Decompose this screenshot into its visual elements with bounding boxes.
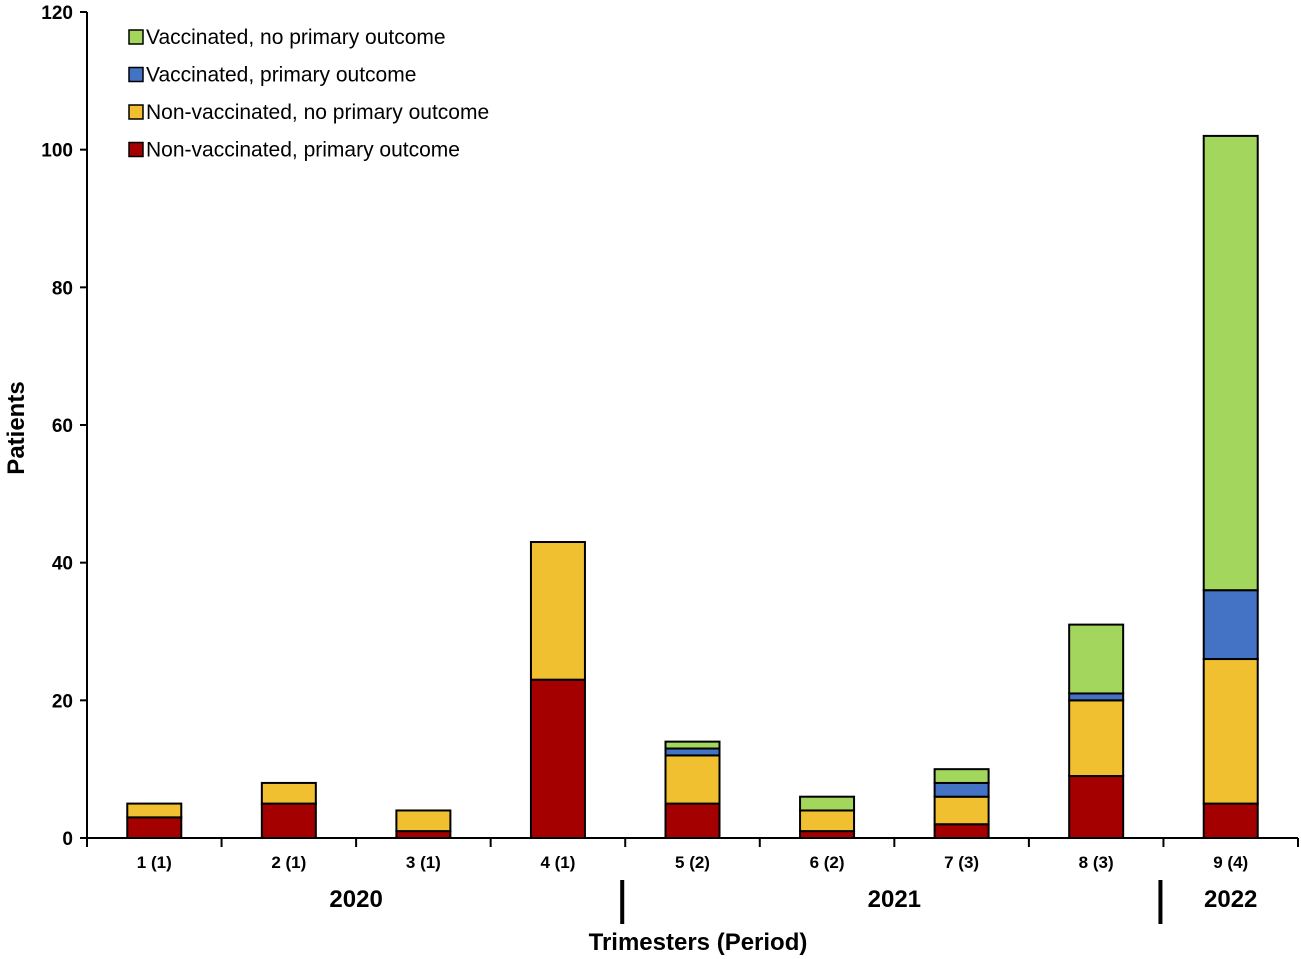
- bar-segment: [1068, 775, 1125, 839]
- bar-segment: [529, 678, 586, 840]
- y-tick-label: 60: [52, 416, 73, 437]
- legend-swatch: [128, 104, 144, 120]
- x-axis-title: Trimesters (Period): [589, 929, 808, 956]
- x-tick-label: 1 (1): [137, 853, 172, 872]
- y-axis: 0 20 40 60 80 100 120: [41, 3, 88, 850]
- x-tick-label: 8 (3): [1079, 853, 1114, 872]
- bars-area: [126, 134, 1259, 840]
- y-tick-label: 20: [52, 691, 73, 712]
- bar-segment: [1202, 134, 1259, 592]
- legend-label: Non-vaccinated, no primary outcome: [146, 101, 489, 124]
- y-tick-label: 0: [62, 829, 73, 850]
- y-tick-label: 80: [52, 278, 73, 299]
- bar-segment: [529, 541, 586, 681]
- legend-swatch: [128, 141, 144, 158]
- year-label: 2022: [1204, 886, 1257, 913]
- x-tick-label: 5 (2): [675, 853, 710, 872]
- y-axis-title: Patients: [3, 381, 30, 474]
- bar-segment: [395, 830, 452, 839]
- x-tick-label: 6 (2): [810, 853, 845, 872]
- bar-segment: [664, 740, 721, 750]
- bar-segment: [799, 830, 856, 839]
- legend-label: Vaccinated, primary outcome: [146, 64, 416, 87]
- legend-swatch: [128, 29, 144, 45]
- bar-segment: [933, 781, 990, 798]
- x-tick-label: 2 (1): [271, 853, 306, 872]
- bar-segment: [260, 802, 317, 839]
- bar-segment: [933, 768, 990, 784]
- x-tick-label: 4 (1): [540, 853, 575, 872]
- x-tick-label: 9 (4): [1213, 853, 1248, 872]
- bar-segment: [664, 802, 721, 839]
- bar-segment: [126, 816, 183, 839]
- x-axis: 1 (1) 2 (1) 3 (1) 4 (1) 5 (2) 6 (2) 7 (3) 8 (3)…: [86, 837, 1299, 924]
- legend-label: Vaccinated, no primary outcome: [146, 26, 446, 49]
- bar-segment: [664, 754, 721, 805]
- bar-segment: [799, 809, 856, 833]
- y-tick-label: 100: [41, 141, 73, 162]
- bar-segment: [799, 795, 856, 812]
- legend-swatch: [128, 66, 144, 83]
- legend-label: Non-vaccinated, primary outcome: [146, 139, 460, 162]
- bar-segment: [1068, 692, 1125, 702]
- bar-segment: [395, 809, 452, 833]
- year-label: 2020: [329, 886, 382, 913]
- y-tick-label: 40: [52, 554, 73, 575]
- bar-segment: [126, 802, 183, 819]
- bar-segment: [1202, 802, 1259, 839]
- bar-segment: [1068, 623, 1125, 695]
- y-tick-label: 120: [41, 3, 73, 24]
- bar-segment: [933, 795, 990, 826]
- bar-segment: [1068, 699, 1125, 778]
- bar-segment: [260, 781, 317, 805]
- bar-segment: [933, 823, 990, 840]
- bar-segment: [1202, 589, 1259, 661]
- bar-segment: [1202, 658, 1259, 805]
- year-label: 2021: [868, 886, 921, 913]
- legend: Vaccinated, no primary outcome Vaccinated…: [128, 26, 489, 162]
- x-tick-label: 7 (3): [944, 853, 979, 872]
- x-tick-label: 3 (1): [406, 853, 441, 872]
- bar-segment: [664, 747, 721, 757]
